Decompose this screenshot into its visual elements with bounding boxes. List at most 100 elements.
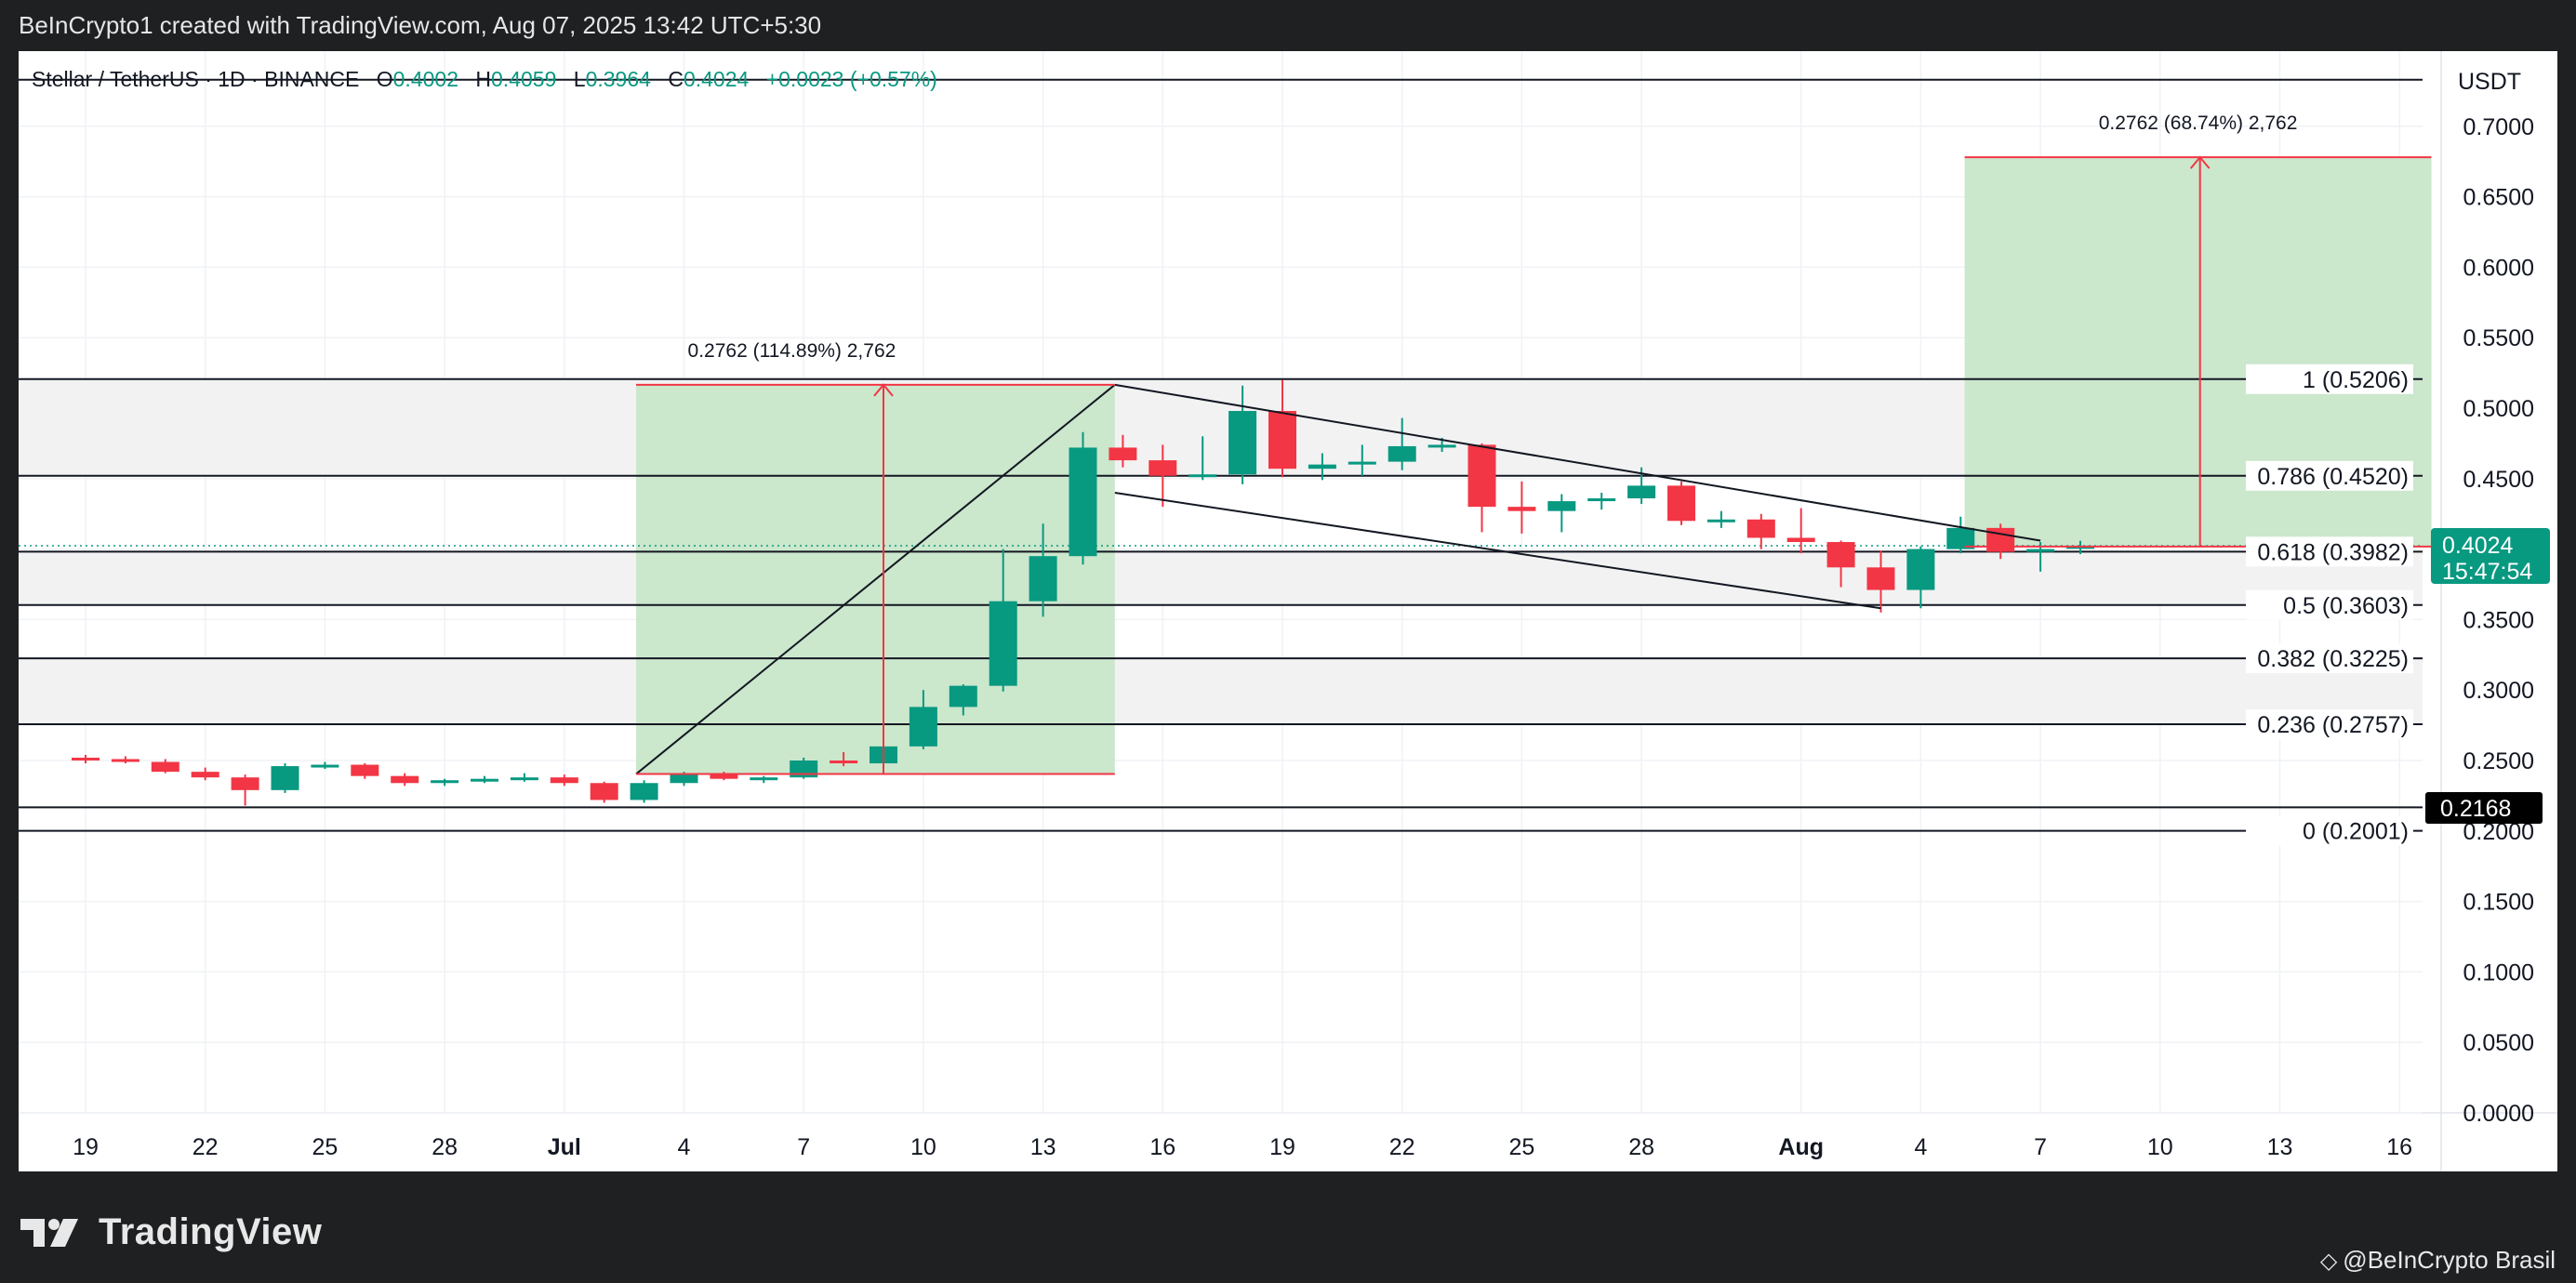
marker-price-badge (2425, 792, 2543, 824)
candle-body (989, 601, 1017, 686)
candle (590, 781, 618, 803)
candle (1986, 523, 2015, 560)
marker-price-value: 0.2168 (2440, 796, 2511, 822)
candle (1507, 481, 1536, 534)
x-tick-label: 28 (432, 1134, 458, 1160)
candle (1348, 444, 1376, 476)
footer: TradingView ◇ @BeInCrypto Brasil (0, 1171, 2576, 1283)
candle (1268, 379, 1296, 478)
candle (1746, 513, 1775, 549)
drawings: 0.2762 (114.89%) 2,762 0.2762 (68.74%) 2,… (635, 112, 2432, 775)
candle-body (1667, 485, 1695, 522)
legend-open-label: O (377, 67, 393, 91)
x-tick-label: 10 (2147, 1134, 2173, 1160)
last-price-countdown: 15:47:54 (2442, 559, 2532, 585)
y-tick-label: 0.6500 (2463, 185, 2534, 211)
candle-body (909, 707, 937, 747)
legend-high-label: H (475, 67, 491, 91)
y-tick-label: 0.1500 (2463, 890, 2534, 916)
measure-label: 0.2762 (114.89%) 2,762 (688, 340, 896, 362)
candle-body (1627, 485, 1656, 499)
x-tick-label: 25 (312, 1134, 338, 1160)
candle (1228, 385, 1257, 484)
x-tick-label: 10 (910, 1134, 936, 1160)
candle-body (710, 774, 738, 779)
candle (1946, 516, 1975, 554)
legend-high-value: 0.4059 (491, 67, 556, 91)
candle-body (111, 759, 139, 762)
candle-body (471, 778, 498, 782)
y-tick-label: 0.4500 (2463, 467, 2534, 493)
x-tick-label: 22 (1389, 1134, 1415, 1160)
candle-body (72, 757, 100, 761)
candle (750, 775, 778, 784)
candle (1308, 453, 1336, 481)
fib-label-backing (2246, 536, 2413, 567)
level-labels: 1 (0.5206) 0.786 (0.4520) 0.618 (0.3982) 0.… (2246, 364, 2413, 846)
legend-symbol: Stellar / TetherUS · 1D · BINANCE (32, 67, 359, 91)
time-axis: 19 22 25 28 Jul 4 7 10 13 16 19 22 25 28 Aug 4 7 10 13 16 (73, 1134, 2412, 1160)
last-price-value: 0.4024 (2442, 533, 2514, 559)
candle-body (1427, 444, 1456, 448)
x-tick-label: 28 (1628, 1134, 1654, 1160)
legend-change: +0.0023 (+0.57%) (766, 67, 937, 91)
fib-level-label: 1 (0.5206) (2303, 367, 2409, 393)
candle-body (949, 685, 977, 708)
x-tick-label: 19 (1269, 1134, 1295, 1160)
candle (1706, 510, 1735, 528)
candle-body (510, 777, 538, 781)
x-tick-label: Jul (548, 1134, 581, 1160)
measure-label: 0.2762 (68.74%) 2,762 (2099, 112, 2298, 134)
legend-close-value: 0.4024 (684, 67, 750, 91)
measure-arrow-head (873, 383, 894, 397)
candle-body (1706, 519, 1735, 522)
fib-band (19, 658, 2423, 725)
candle (949, 684, 977, 716)
candle-body (1866, 567, 1895, 590)
chart-panel[interactable]: 0.2762 (114.89%) 2,762 0.2762 (68.74%) 2,… (19, 51, 2557, 1171)
candle (1109, 434, 1137, 468)
candle (510, 773, 538, 782)
price-chart[interactable]: 0.2762 (114.89%) 2,762 0.2762 (68.74%) 2,… (19, 51, 2557, 1171)
impulse-trend-line (635, 384, 1116, 775)
y-tick-label: 0.3500 (2463, 607, 2534, 633)
candle-body (1946, 527, 1975, 549)
beincrypto-icon: ◇ (2319, 1249, 2338, 1274)
candle (1547, 494, 1576, 533)
candle-body (351, 764, 379, 776)
candle-body (1188, 474, 1217, 478)
candle (1069, 431, 1097, 565)
candle (1587, 492, 1616, 510)
legend-low-value: 0.3964 (586, 67, 652, 91)
fib-level-label: 0.786 (0.4520) (2257, 464, 2409, 490)
currency-label[interactable]: USDT (2458, 69, 2521, 95)
x-tick-label: 19 (73, 1134, 99, 1160)
candle-body (550, 777, 578, 784)
fib-label-backing (2246, 815, 2413, 846)
fib-label-backing (2246, 643, 2413, 674)
candle-body (750, 777, 778, 781)
x-tick-label: 7 (797, 1134, 810, 1160)
candle-body (1746, 519, 1775, 538)
legend-close-label: C (668, 67, 684, 91)
x-tick-label: 16 (2386, 1134, 2412, 1160)
candle (1467, 443, 1496, 533)
candle-body (1786, 537, 1815, 543)
tradingview-logo[interactable]: TradingView (20, 1209, 322, 1255)
candle-body (1467, 444, 1496, 508)
candle (1786, 508, 1815, 554)
candle (1826, 540, 1855, 588)
legend-low-label: L (574, 67, 586, 91)
candle-body (1388, 445, 1416, 462)
legend-text: Stellar / TetherUS · 1D · BINANCE O0.400… (32, 67, 937, 91)
candle-body (1109, 447, 1137, 461)
tradingview-logo-text: TradingView (99, 1210, 323, 1252)
x-tick-label: 22 (193, 1134, 219, 1160)
candle-body (231, 777, 259, 790)
fib-level-label: 0 (0.2001) (2303, 819, 2409, 845)
candle-body (431, 780, 459, 784)
fib-label-backing (2246, 589, 2413, 620)
candle (191, 767, 219, 781)
candle-body (151, 761, 179, 773)
candle-body (1587, 498, 1616, 502)
